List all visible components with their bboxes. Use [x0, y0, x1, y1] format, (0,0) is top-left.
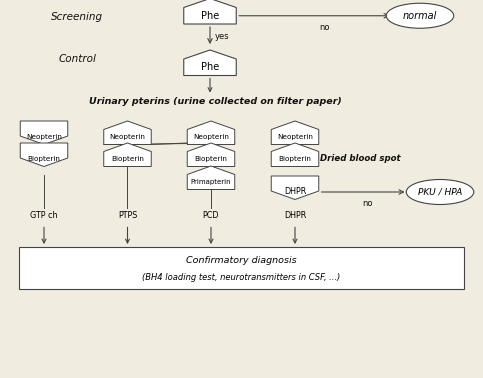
Text: DHPR: DHPR [284, 211, 306, 220]
Text: Confirmatory diagnosis: Confirmatory diagnosis [186, 256, 297, 265]
Text: no: no [362, 199, 373, 208]
FancyBboxPatch shape [19, 247, 464, 289]
Text: Biopterin: Biopterin [28, 156, 60, 162]
Text: PKU / HPA: PKU / HPA [418, 187, 462, 197]
Ellipse shape [386, 3, 454, 28]
Polygon shape [104, 121, 151, 144]
Text: normal: normal [403, 11, 437, 21]
Text: yes: yes [215, 33, 229, 42]
Text: no: no [320, 23, 330, 32]
Text: Neopterin: Neopterin [193, 134, 229, 140]
Ellipse shape [406, 180, 474, 204]
Polygon shape [187, 166, 235, 189]
Polygon shape [271, 121, 319, 144]
Polygon shape [187, 121, 235, 144]
Text: Biopterin: Biopterin [111, 156, 144, 162]
Text: Screening: Screening [51, 12, 103, 22]
Polygon shape [271, 176, 319, 200]
Polygon shape [184, 0, 236, 24]
Text: Neopterin: Neopterin [277, 134, 313, 140]
Text: PCD: PCD [203, 211, 219, 220]
Polygon shape [20, 121, 68, 144]
Text: Dried blood spot: Dried blood spot [320, 155, 400, 164]
Polygon shape [271, 143, 319, 166]
Text: Neopterin: Neopterin [26, 134, 62, 140]
Text: Primapterin: Primapterin [191, 179, 231, 185]
Polygon shape [187, 143, 235, 166]
Text: (BH4 loading test, neurotransmitters in CSF, ...): (BH4 loading test, neurotransmitters in … [142, 274, 341, 282]
Text: Phe: Phe [201, 11, 219, 21]
Text: Biopterin: Biopterin [279, 156, 312, 162]
Text: Neopterin: Neopterin [110, 134, 145, 140]
Text: DHPR: DHPR [284, 187, 306, 197]
Text: Biopterin: Biopterin [195, 156, 227, 162]
Text: Control: Control [58, 54, 97, 64]
Text: GTP ch: GTP ch [30, 211, 58, 220]
Text: Phe: Phe [201, 62, 219, 72]
Polygon shape [104, 143, 151, 166]
Polygon shape [20, 143, 68, 166]
Text: Urinary pterins (urine collected on filter paper): Urinary pterins (urine collected on filt… [88, 98, 341, 107]
Polygon shape [184, 50, 236, 76]
Text: PTPS: PTPS [118, 211, 137, 220]
